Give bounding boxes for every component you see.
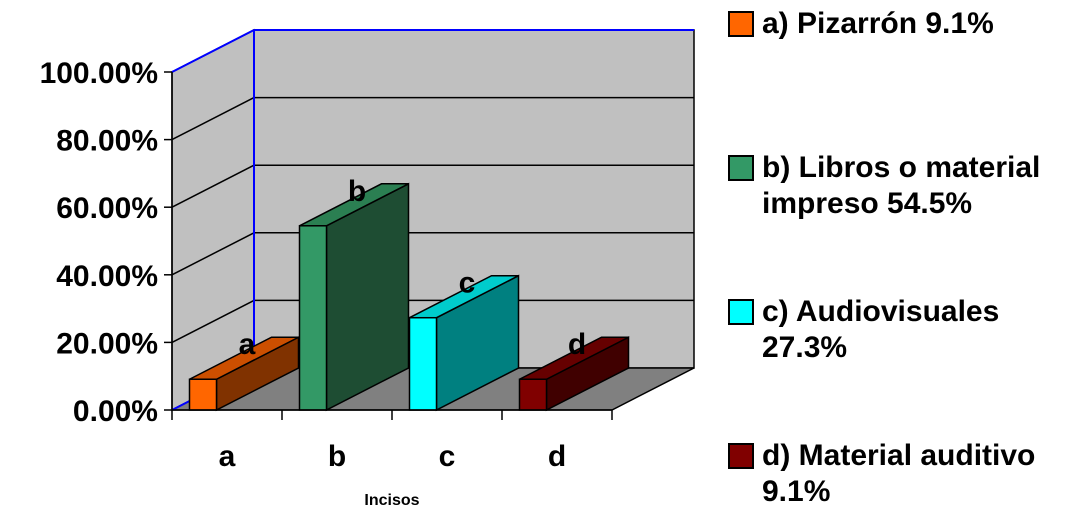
y-tick-label: 80.00% — [56, 125, 158, 158]
y-axis: 0.00% 20.00% 40.00% 60.00% 80.00% 100.00% — [40, 57, 173, 428]
x-tick-label-a: a — [219, 440, 236, 473]
legend-item-d: d) Material auditivo 9.1% — [728, 438, 1062, 510]
legend-label-a: a) Pizarrón 9.1% — [762, 7, 994, 40]
x-tick-label-b: b — [328, 440, 346, 473]
chart-bars: a b c d — [188, 175, 630, 412]
legend-label-d: d) Material auditivo 9.1% — [762, 439, 1036, 508]
x-axis: a b c d — [171, 409, 613, 473]
bar-c — [408, 274, 520, 412]
data-label-c: c — [459, 267, 476, 300]
data-label-d: d — [568, 328, 586, 361]
x-tick-label-d: d — [548, 440, 566, 473]
legend-item-b: b) Libros o material impreso 54.5% — [728, 150, 1062, 222]
gridline-side — [171, 232, 255, 276]
bar-front-b — [298, 225, 328, 411]
bar-b — [298, 182, 410, 412]
bar-d — [518, 336, 630, 412]
y-tick-label: 100.00% — [40, 57, 158, 90]
legend-swatch-c — [728, 299, 754, 325]
data-label-a: a — [239, 328, 256, 361]
legend-swatch-a — [728, 11, 754, 37]
y-tick-label: 0.00% — [73, 395, 158, 428]
legend-swatch-b — [728, 155, 754, 181]
x-axis-title: Incisos — [364, 492, 419, 509]
data-label-b: b — [348, 175, 366, 208]
bar-a — [188, 336, 300, 412]
y-tick-label: 60.00% — [56, 192, 158, 225]
legend: a) Pizarrón 9.1% b) Libros o material im… — [728, 0, 1073, 514]
bar-front-c — [408, 316, 438, 411]
legend-label-c: c) Audiovisuales 27.3% — [762, 295, 1000, 364]
bar-front-a — [188, 378, 218, 411]
x-tick-label-c: c — [439, 440, 456, 473]
legend-item-c: c) Audiovisuales 27.3% — [728, 294, 1062, 366]
bar-front-d — [518, 378, 548, 411]
y-tick-label: 40.00% — [56, 260, 158, 293]
chart: a b c d 0.00% 20.00% 40.00% 60.00% 80.00% 100.00… — [40, 28, 695, 509]
legend-swatch-d — [728, 443, 754, 469]
gridline-side — [171, 164, 255, 208]
axis-depth-line-top — [171, 29, 255, 73]
legend-label-b: b) Libros o material impreso 54.5% — [762, 151, 1041, 220]
y-tick-label: 20.00% — [56, 327, 158, 360]
legend-item-a: a) Pizarrón 9.1% — [728, 6, 1062, 42]
gridline-side — [171, 96, 255, 141]
gridline-side — [171, 299, 255, 344]
